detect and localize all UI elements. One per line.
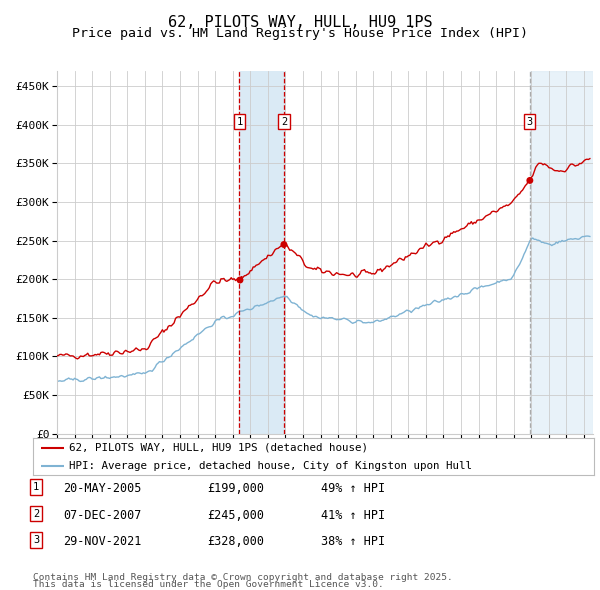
Text: £199,000: £199,000	[207, 482, 264, 495]
Text: Contains HM Land Registry data © Crown copyright and database right 2025.: Contains HM Land Registry data © Crown c…	[33, 573, 453, 582]
Text: 62, PILOTS WAY, HULL, HU9 1PS (detached house): 62, PILOTS WAY, HULL, HU9 1PS (detached …	[70, 442, 368, 453]
Point	[279, 240, 289, 249]
Text: 49% ↑ HPI: 49% ↑ HPI	[321, 482, 385, 495]
Bar	[530, 71, 593, 434]
Text: 62, PILOTS WAY, HULL, HU9 1PS: 62, PILOTS WAY, HULL, HU9 1PS	[167, 15, 433, 30]
Text: 1: 1	[33, 482, 39, 492]
Text: 2: 2	[281, 117, 287, 127]
Bar	[239, 71, 284, 434]
Point	[525, 176, 535, 185]
Text: 07-DEC-2007: 07-DEC-2007	[63, 509, 142, 522]
Text: 3: 3	[527, 117, 533, 127]
Text: £328,000: £328,000	[207, 535, 264, 548]
Text: 41% ↑ HPI: 41% ↑ HPI	[321, 509, 385, 522]
Text: 20-MAY-2005: 20-MAY-2005	[63, 482, 142, 495]
Text: 1: 1	[236, 117, 242, 127]
Text: HPI: Average price, detached house, City of Kingston upon Hull: HPI: Average price, detached house, City…	[70, 461, 472, 471]
Text: 3: 3	[33, 535, 39, 545]
Text: 38% ↑ HPI: 38% ↑ HPI	[321, 535, 385, 548]
Text: 29-NOV-2021: 29-NOV-2021	[63, 535, 142, 548]
Point	[235, 276, 245, 285]
Text: £245,000: £245,000	[207, 509, 264, 522]
Text: Price paid vs. HM Land Registry's House Price Index (HPI): Price paid vs. HM Land Registry's House …	[72, 27, 528, 40]
Text: 2: 2	[33, 509, 39, 519]
Text: This data is licensed under the Open Government Licence v3.0.: This data is licensed under the Open Gov…	[33, 580, 384, 589]
